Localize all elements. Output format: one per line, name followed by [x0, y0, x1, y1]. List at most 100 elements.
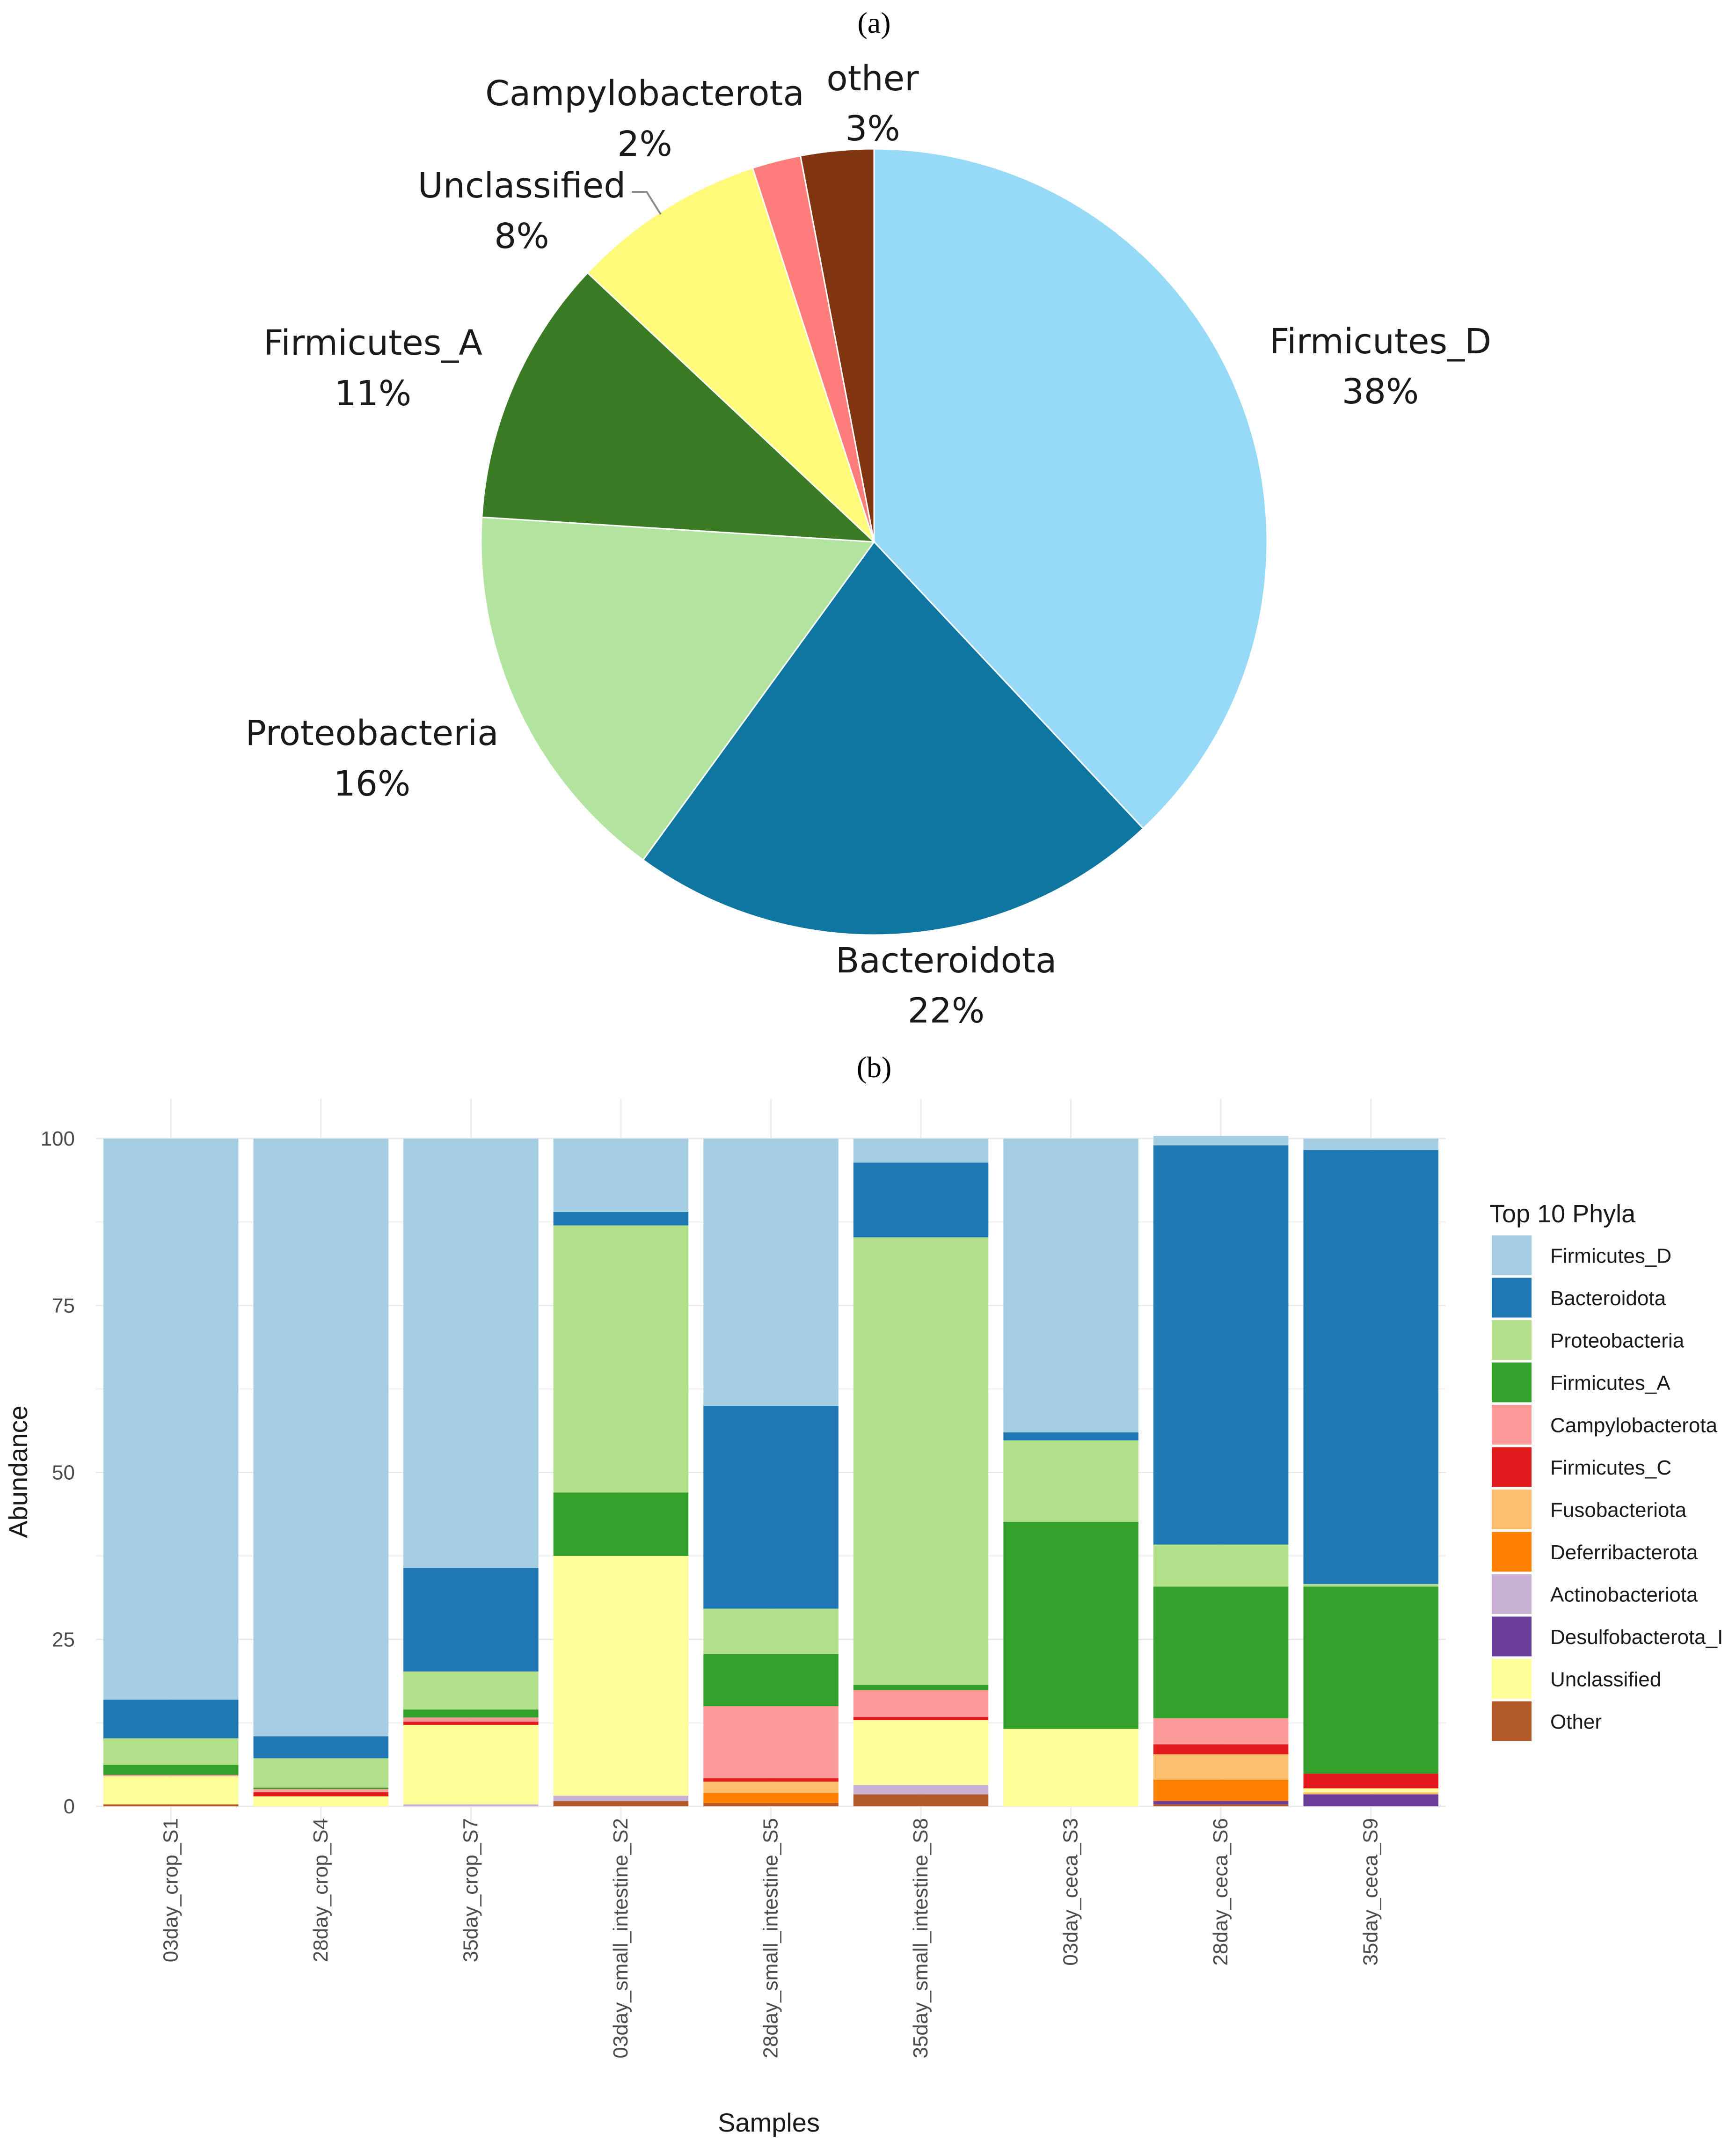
pie-label-bacteroidota: Bacteroidota 22%: [836, 941, 1057, 1031]
bar-segment-firmicutes-c: [253, 1792, 389, 1797]
legend-key: [1492, 1616, 1532, 1657]
legend-item-other: Other: [1492, 1701, 1602, 1741]
y-tick-label: 100: [41, 1127, 75, 1150]
bar-segment-firmicutes-a: [853, 1685, 989, 1690]
bar-segment-fusobacteriota: [1303, 1792, 1438, 1795]
bar-segment-firmicutes-a: [253, 1788, 389, 1789]
bar-segment-campylobacterota: [853, 1690, 989, 1717]
bar-segment-other: [553, 1801, 689, 1806]
bar-segment-bacteroidota: [1153, 1145, 1289, 1545]
bar-segment-firmicutes-d: [403, 1139, 539, 1568]
bar-segment-firmicutes-a: [103, 1765, 239, 1775]
pie-label-proteobacteria: Proteobacteria 16%: [245, 713, 498, 804]
bar-segment-proteobacteria: [1303, 1584, 1438, 1587]
y-tick-label: 50: [52, 1461, 75, 1484]
pie-label-name: Bacteroidota: [836, 941, 1057, 981]
bar-segment-proteobacteria: [1153, 1544, 1289, 1587]
bar-segment-proteobacteria: [253, 1758, 389, 1788]
pie-label-name: Firmicutes_A: [263, 323, 482, 363]
legend-item-firmicutes-c: Firmicutes_C: [1492, 1447, 1671, 1487]
legend-item-firmicutes-a: Firmicutes_A: [1492, 1362, 1670, 1402]
bar-segment-unclassified: [853, 1720, 989, 1785]
bar-segment-actinobacteriota: [403, 1804, 539, 1806]
bar-segment-proteobacteria: [1003, 1440, 1138, 1522]
legend-label: Other: [1550, 1710, 1602, 1733]
bar-segment-unclassified: [103, 1776, 239, 1804]
pie-slice-firmicutes-d: [873, 148, 1268, 830]
y-tick-label: 75: [52, 1294, 75, 1317]
x-tick-label: 03day_ceca_S3: [1059, 1818, 1082, 1966]
bar-segment-firmicutes-d: [553, 1139, 689, 1212]
bar-segment-firmicutes-c: [703, 1778, 839, 1782]
bar-segment-bacteroidota: [103, 1699, 239, 1738]
bar-segment-campylobacterota: [1153, 1718, 1289, 1745]
bar-segment-firmicutes-a: [1303, 1586, 1438, 1774]
legend-item-actinobacteriota: Actinobacteriota: [1492, 1574, 1698, 1614]
bar-segment-other: [1153, 1804, 1289, 1806]
x-tick-label: 28day_ceca_S6: [1209, 1818, 1232, 1966]
pie-label-name: Firmicutes_D: [1269, 321, 1491, 362]
legend-key: [1492, 1490, 1532, 1529]
legend-key: [1492, 1574, 1532, 1614]
bar-segment-firmicutes-d: [253, 1139, 389, 1737]
legend-key: [1492, 1362, 1532, 1402]
pie-label-firmicutes-d: Firmicutes_D 38%: [1269, 321, 1491, 412]
bar-segment-firmicutes-c: [1153, 1744, 1289, 1754]
bar-segment-proteobacteria: [853, 1237, 989, 1685]
y-axis-title: Abundance: [3, 1405, 33, 1538]
x-tick-label: 35day_small_intestine_S8: [909, 1818, 932, 2059]
bar-segment-proteobacteria: [553, 1225, 689, 1493]
bar-segment-firmicutes-d: [703, 1139, 839, 1406]
bar-chart-bars: [103, 1136, 1438, 1806]
bar-segment-other: [853, 1794, 989, 1806]
bar-segment-firmicutes-a: [403, 1709, 539, 1718]
bar-segment-unclassified: [1003, 1729, 1138, 1806]
x-tick-label: 35day_crop_S7: [459, 1818, 482, 1962]
pie-chart: [480, 148, 1268, 936]
pie-label-name: Campylobacterota: [485, 73, 804, 114]
pie-label-name: Unclassified: [418, 166, 626, 206]
legend-title: Top 10 Phyla: [1489, 1200, 1636, 1228]
pie-label-unclassified: Unclassified 8%: [418, 166, 626, 256]
legend-label: Bacteroidota: [1550, 1287, 1666, 1310]
panel-b-label: (b): [857, 1051, 892, 1084]
bar-segment-proteobacteria: [103, 1738, 239, 1765]
bar-segment-fusobacteriota: [703, 1782, 839, 1793]
x-tick-label: 28day_small_intestine_S5: [759, 1818, 782, 2059]
legend-label: Firmicutes_D: [1550, 1245, 1671, 1268]
bar-segment-firmicutes-d: [1003, 1139, 1138, 1432]
bar-segment-bacteroidota: [1303, 1150, 1438, 1584]
legend-key: [1492, 1405, 1532, 1445]
legend-key: [1492, 1278, 1532, 1318]
legend-label: Actinobacteriota: [1550, 1584, 1698, 1607]
bar-chart-y-ticks: 0 25 50 75 100: [41, 1127, 75, 1818]
y-tick-label: 25: [52, 1628, 75, 1651]
legend-item-desulfobacterota-i: Desulfobacterota_I: [1492, 1616, 1723, 1657]
pie-slice-bacteroidota: [642, 540, 1145, 936]
pie-label-firmicutes-a: Firmicutes_A 11%: [263, 323, 482, 414]
pie-label-percent: 16%: [334, 764, 410, 804]
y-tick-label: 0: [64, 1795, 75, 1818]
bar-segment-unclassified: [403, 1724, 539, 1804]
bar-segment-bacteroidota: [553, 1212, 689, 1226]
legend-item-firmicutes-d: Firmicutes_D: [1492, 1235, 1671, 1275]
bar-chart-x-ticks: 03day_crop_S1 28day_crop_S4 35day_crop_S7 0…: [159, 1818, 1382, 2059]
legend-item-unclassified: Unclassified: [1492, 1659, 1661, 1699]
bar-segment-campylobacterota: [253, 1789, 389, 1792]
bar-segment-campylobacterota: [403, 1717, 539, 1722]
bar-segment-deferribacterota: [703, 1793, 839, 1803]
legend-item-proteobacteria: Proteobacteria: [1492, 1320, 1685, 1360]
bar-segment-firmicutes-a: [1153, 1586, 1289, 1718]
bar-segment-campylobacterota: [703, 1706, 839, 1778]
x-tick-label: 03day_small_intestine_S2: [609, 1818, 632, 2059]
bar-segment-firmicutes-c: [403, 1721, 539, 1725]
pie-label-percent: 11%: [335, 373, 411, 414]
legend-label: Firmicutes_C: [1550, 1456, 1671, 1479]
bar-segment-unclassified: [1303, 1788, 1438, 1793]
legend-item-campylobacterota: Campylobacterota: [1492, 1405, 1718, 1445]
legend-label: Fusobacteriota: [1550, 1499, 1687, 1522]
pie-label-percent: 8%: [494, 216, 549, 256]
panel-a-label: (a): [857, 6, 890, 39]
legend-key: [1492, 1701, 1532, 1741]
